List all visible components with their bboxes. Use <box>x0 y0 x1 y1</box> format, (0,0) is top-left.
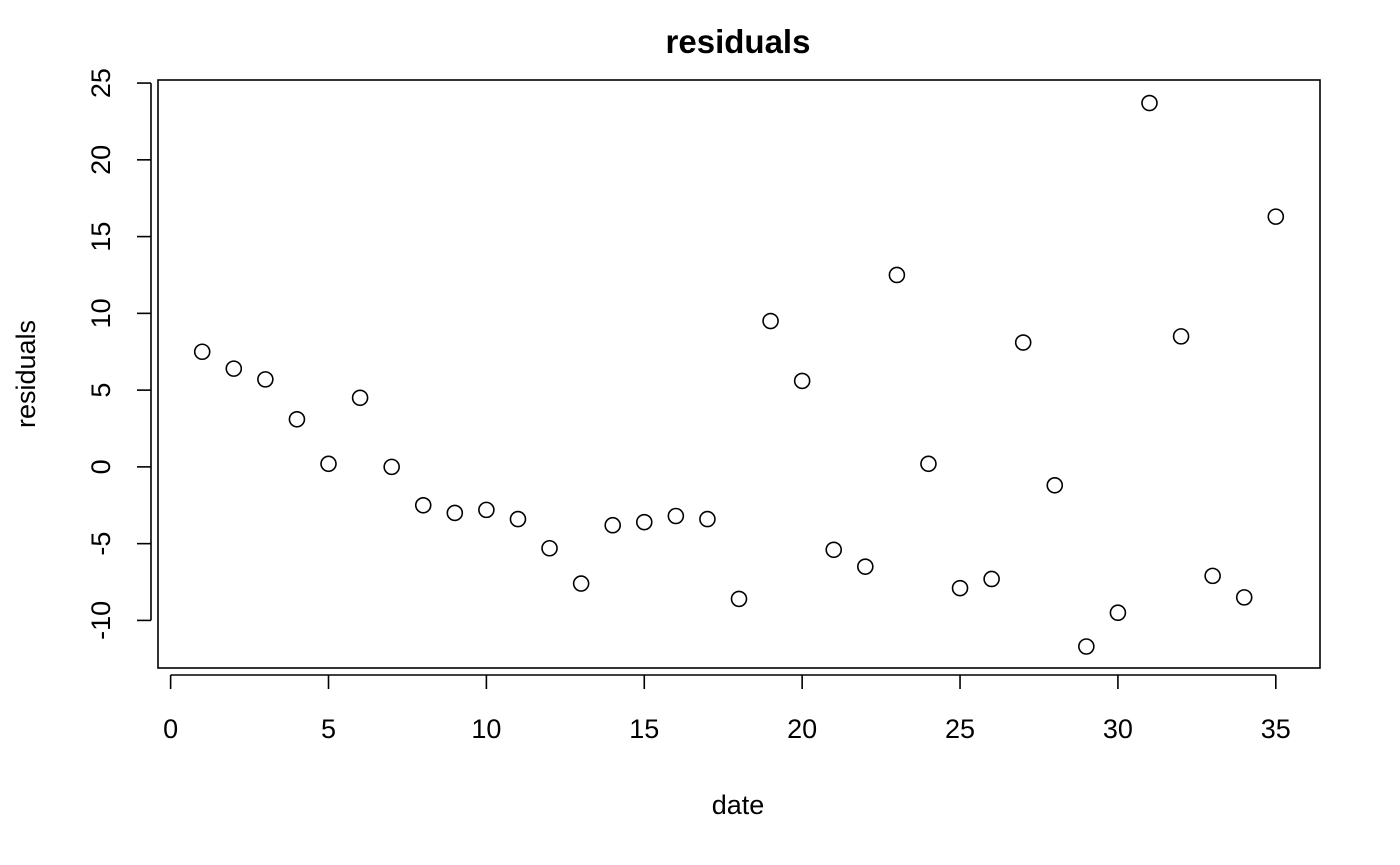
data-point <box>793 372 811 390</box>
data-point <box>1014 334 1032 351</box>
y-tick-label: 25 <box>86 68 116 98</box>
data-point <box>699 510 716 528</box>
data-point <box>257 371 274 388</box>
data-point <box>193 343 211 361</box>
data-point <box>1141 94 1158 112</box>
data-point <box>604 516 621 534</box>
data-point <box>1235 589 1253 606</box>
chart-title: residuals <box>666 23 811 60</box>
data-point <box>320 455 337 473</box>
y-tick-label: 5 <box>86 383 116 398</box>
y-tick-label: 0 <box>86 459 116 474</box>
y-axis: -10 -5 0 5 10 15 20 25 <box>86 68 152 640</box>
y-tick-label: -10 <box>86 601 116 640</box>
x-tick-label: 5 <box>321 714 336 744</box>
x-axis: 0 5 10 15 20 25 30 35 <box>163 674 1291 744</box>
x-tick-label: 10 <box>471 714 501 744</box>
data-point <box>572 575 590 592</box>
data-point <box>541 539 558 557</box>
x-tick-label: 0 <box>163 714 178 744</box>
data-point <box>857 558 874 575</box>
y-tick-label: 15 <box>86 222 116 252</box>
data-point <box>635 513 653 531</box>
data-point <box>762 312 779 330</box>
data-point <box>478 501 495 519</box>
data-point <box>509 510 527 528</box>
x-tick-label: 25 <box>945 714 975 744</box>
data-point <box>983 570 1000 588</box>
data-point <box>730 590 748 608</box>
y-tick-label: 20 <box>86 145 116 175</box>
data-point <box>920 455 937 473</box>
data-point <box>951 579 969 597</box>
y-tick-label: -5 <box>86 532 116 556</box>
data-point <box>351 389 369 407</box>
y-axis-label: residuals <box>11 320 41 428</box>
plot-frame <box>157 79 1321 669</box>
data-point <box>414 496 432 514</box>
data-point <box>1204 567 1221 585</box>
data-point <box>667 507 685 525</box>
data-point <box>446 504 464 522</box>
x-tick-label: 35 <box>1261 714 1291 744</box>
x-tick-label: 30 <box>1103 714 1133 744</box>
y-tick-label: 10 <box>86 298 116 328</box>
data-point <box>1172 328 1190 345</box>
data-point <box>1109 604 1127 622</box>
data-point <box>1046 477 1064 494</box>
data-point <box>383 458 400 476</box>
data-point <box>888 266 906 284</box>
x-tick-label: 20 <box>787 714 817 744</box>
data-point <box>1267 208 1285 225</box>
data-points <box>193 94 1285 655</box>
data-point <box>288 410 306 428</box>
data-point <box>1078 638 1095 655</box>
x-axis-label: date <box>712 790 765 820</box>
data-point <box>225 360 243 377</box>
data-point <box>825 541 843 559</box>
x-tick-label: 15 <box>629 714 659 744</box>
